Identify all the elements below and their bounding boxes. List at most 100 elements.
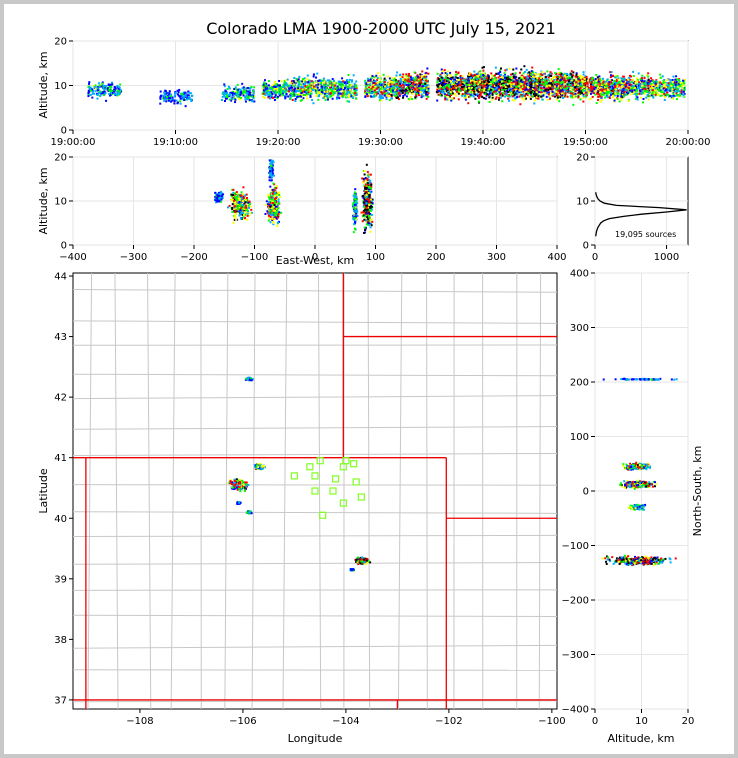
source-point xyxy=(520,87,523,90)
source-point xyxy=(100,85,103,88)
source-point xyxy=(527,88,530,91)
source-point xyxy=(520,91,523,94)
source-point xyxy=(297,94,300,97)
source-point xyxy=(552,93,555,96)
source-point xyxy=(275,91,278,94)
source-point xyxy=(616,90,619,93)
source-point xyxy=(536,77,539,80)
source-point xyxy=(615,90,618,93)
source-point xyxy=(436,99,439,102)
source-point xyxy=(463,79,466,82)
source-point xyxy=(477,90,480,93)
source-point xyxy=(300,95,303,98)
source-point xyxy=(414,90,417,93)
source-point xyxy=(556,75,559,78)
source-point xyxy=(472,89,475,92)
source-point xyxy=(508,76,511,79)
source-point xyxy=(242,88,245,91)
source-point xyxy=(621,83,624,86)
source-point xyxy=(483,88,486,91)
source-point xyxy=(468,77,471,80)
source-point xyxy=(320,90,323,93)
source-point xyxy=(628,87,631,90)
source-point xyxy=(559,93,562,96)
source-point xyxy=(642,82,645,85)
source-point xyxy=(628,82,631,85)
source-point xyxy=(168,95,171,98)
source-point xyxy=(91,90,94,93)
source-point xyxy=(596,86,599,89)
source-point xyxy=(96,97,99,100)
source-point xyxy=(595,81,598,84)
source-point xyxy=(650,94,653,97)
source-point xyxy=(264,90,267,93)
source-point xyxy=(526,94,529,97)
source-point xyxy=(583,77,586,80)
source-point xyxy=(573,79,576,82)
source-point xyxy=(405,83,408,86)
source-point xyxy=(584,88,587,91)
source-point xyxy=(484,97,487,100)
source-point xyxy=(457,79,460,82)
source-point xyxy=(512,82,515,85)
source-point xyxy=(265,91,268,94)
source-point xyxy=(364,87,367,90)
source-point xyxy=(496,81,499,84)
source-point xyxy=(643,83,646,86)
source-point xyxy=(476,83,479,86)
source-point xyxy=(411,92,414,95)
source-point xyxy=(616,75,619,78)
source-point xyxy=(350,87,353,90)
source-point xyxy=(644,80,647,83)
source-point xyxy=(383,94,386,97)
source-point xyxy=(330,91,333,94)
source-point xyxy=(479,93,482,96)
source-point xyxy=(574,75,577,78)
source-point xyxy=(226,95,229,98)
source-point xyxy=(535,91,538,94)
source-point xyxy=(475,82,478,85)
source-point xyxy=(270,88,273,91)
source-point xyxy=(268,88,271,91)
source-point xyxy=(469,76,472,79)
source-point xyxy=(570,86,573,89)
source-point xyxy=(559,71,562,74)
source-point xyxy=(493,74,496,77)
source-point xyxy=(407,86,410,89)
source-point xyxy=(352,95,355,98)
source-point xyxy=(540,73,543,76)
source-point xyxy=(376,76,379,79)
source-point xyxy=(422,86,425,89)
source-point xyxy=(475,80,478,83)
source-point xyxy=(103,84,106,87)
source-point xyxy=(375,74,378,77)
source-point xyxy=(498,81,501,84)
source-point xyxy=(412,90,415,93)
source-point xyxy=(393,83,396,86)
source-point xyxy=(478,71,481,74)
source-point xyxy=(606,96,609,99)
source-point xyxy=(98,84,101,87)
source-point xyxy=(523,96,526,99)
source-point xyxy=(526,86,529,89)
source-point xyxy=(524,79,527,82)
source-point xyxy=(388,92,391,95)
source-point xyxy=(566,79,569,82)
source-point xyxy=(559,96,562,99)
source-point xyxy=(646,79,649,82)
source-point xyxy=(249,94,252,97)
source-point xyxy=(457,80,460,83)
source-point xyxy=(564,79,567,82)
source-point xyxy=(641,101,644,104)
source-point xyxy=(302,85,305,88)
source-point xyxy=(424,79,427,82)
source-point xyxy=(169,95,172,98)
source-point xyxy=(377,86,380,89)
source-point xyxy=(371,90,374,93)
source-point xyxy=(647,72,650,75)
source-point xyxy=(460,86,463,89)
source-point xyxy=(187,90,190,93)
source-point xyxy=(234,98,237,101)
source-point xyxy=(250,93,253,96)
source-point xyxy=(597,85,600,88)
